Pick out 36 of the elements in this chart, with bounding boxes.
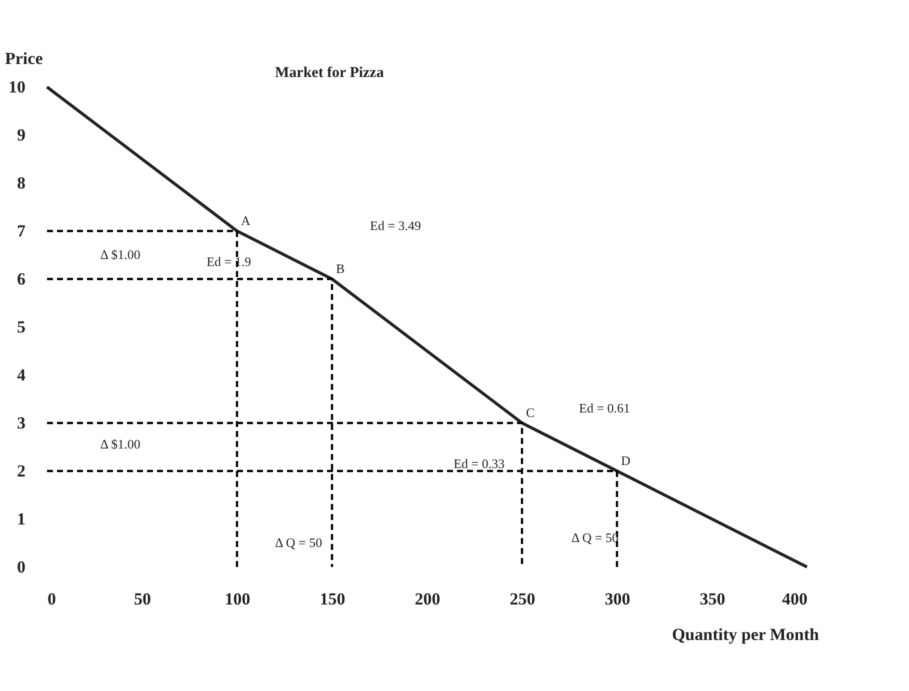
annotation: Δ Q = 50 [275,535,322,550]
annotation: Ed = 3.49 [370,218,422,234]
y-tick-label: 2 [17,462,26,480]
y-tick-label: 6 [17,270,26,288]
annotation: A [241,213,251,228]
y-tick-label: 5 [17,318,26,336]
x-tick-label: 400 [782,590,808,608]
x-tick-label: 250 [510,590,536,608]
y-tick-label: 8 [17,174,26,192]
x-tick-label: 0 [48,590,56,608]
line-series [46,86,808,568]
x-tick-label: 200 [414,590,440,608]
annotation: Δ $1.00 [100,247,140,262]
x-tick-label: 350 [700,590,726,608]
y-tick-label: 7 [17,222,26,240]
y-axis-title: Price [5,49,44,68]
annotation: Ed = 0.61 [579,400,630,416]
y-tick-label: 10 [8,78,26,96]
y-tick-label: 1 [17,510,26,528]
x-tick-label: 150 [320,590,346,608]
chart-title: Market for Pizza [275,65,384,81]
x-axis-title: Quantity per Month [672,625,820,644]
annotation: Δ $1.00 [100,436,140,452]
x-tick-label: 50 [134,590,151,608]
annotation: Ed = 0.33 [454,456,505,471]
x-tick-label: 100 [224,590,250,608]
x-tick-label: 300 [604,590,630,608]
y-tick-label: 9 [17,126,26,144]
y-tick-label: 3 [17,414,26,432]
annotation: D [621,453,630,468]
y-tick-label: 0 [17,558,26,576]
annotation: B [336,261,345,276]
annotation: Ed = 1.9 [206,254,252,270]
y-tick-label: 4 [17,366,26,384]
annotation: C [526,405,535,420]
annotation: Δ Q = 50 [571,530,619,546]
